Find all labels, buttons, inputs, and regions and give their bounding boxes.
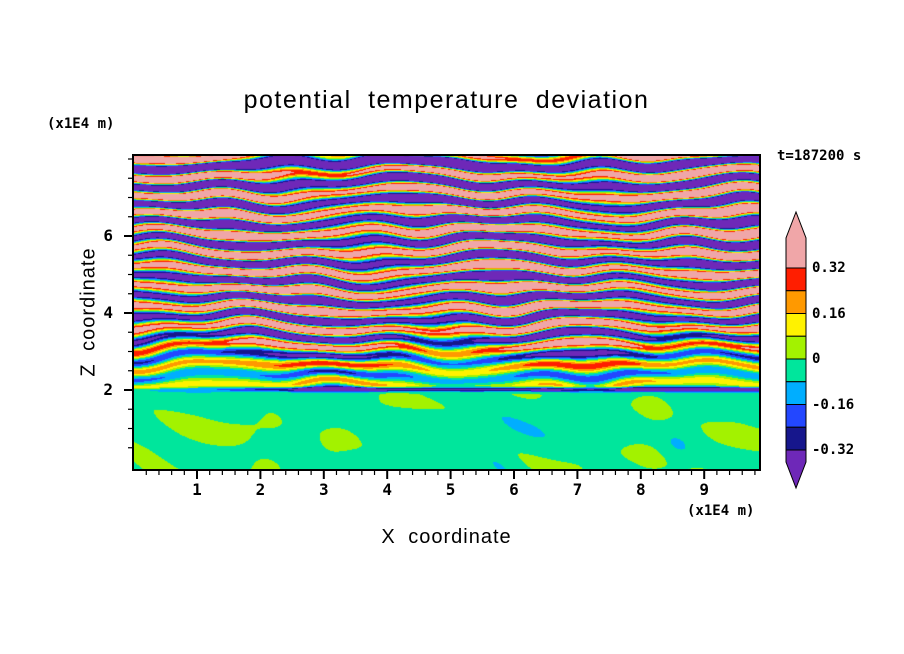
- x-tick-label: 6: [509, 480, 519, 499]
- x-tick-label: 5: [445, 480, 456, 499]
- colorbar-over-arrow: [785, 210, 807, 269]
- x-minor-ticks: [145, 470, 756, 475]
- colorbar-segment: [785, 267, 807, 292]
- colorbar-tick-label: 0: [812, 351, 821, 367]
- colorbar-tick-label: 0.16: [812, 305, 846, 322]
- z-axis-title: Z coordinate: [77, 247, 100, 377]
- z-tick-label: 6: [103, 226, 113, 245]
- colorbar-segment: [785, 335, 807, 360]
- colorbar-segment: [785, 404, 807, 428]
- x-tick-label: 3: [318, 480, 329, 499]
- z-axis-unit: (x1E4 m): [47, 116, 115, 132]
- z-major-ticks: [124, 235, 133, 391]
- z-tick-label: 2: [103, 380, 113, 399]
- x-tick-label: 8: [635, 480, 646, 499]
- colorbar-segment: [785, 381, 807, 405]
- chart-title: potential temperature deviation: [243, 86, 650, 114]
- x-major-ticks: [196, 470, 706, 479]
- colorbar-segment: [785, 290, 807, 314]
- x-axis-title: X coordinate: [381, 526, 512, 548]
- colorbar-tick-label: -0.32: [812, 442, 855, 458]
- colorbar-segment: [785, 426, 807, 451]
- x-tick-label: 1: [192, 480, 202, 499]
- colorbar-tick-label: -0.16: [812, 396, 855, 413]
- x-axis-unit: (x1E4 m): [687, 503, 755, 519]
- colorbar-under-arrow: [785, 449, 807, 490]
- x-tick-label: 2: [255, 480, 266, 499]
- x-tick-label: 9: [699, 480, 709, 499]
- x-tick-label: 4: [382, 480, 392, 499]
- contour-field: [133, 155, 760, 470]
- x-tick-label: 7: [572, 480, 583, 499]
- colorbar: [785, 210, 807, 490]
- colorbar-tick-label: 0.32: [812, 260, 846, 276]
- colorbar-segment: [785, 358, 807, 383]
- timestamp-label: t=187200 s: [777, 148, 862, 164]
- colorbar-segment: [785, 313, 807, 337]
